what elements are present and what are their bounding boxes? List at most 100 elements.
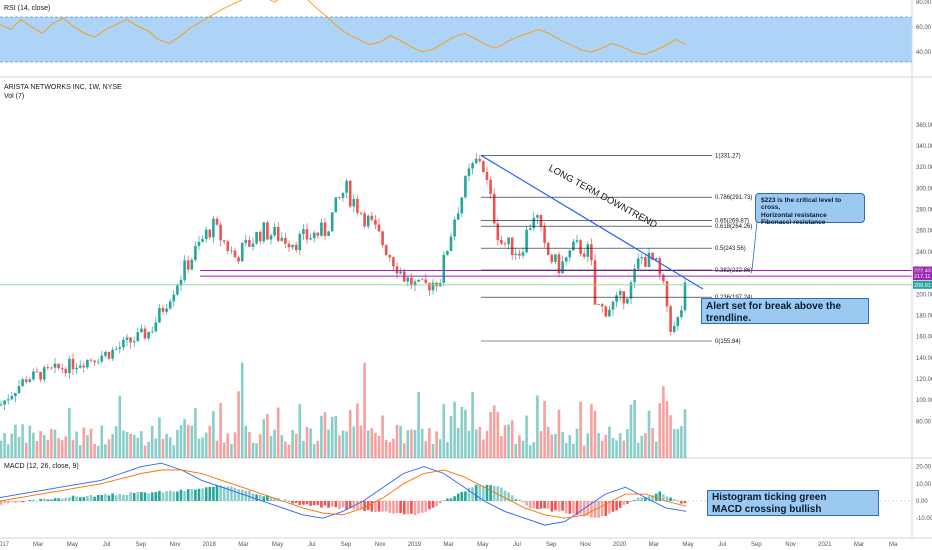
volume-bar [28, 425, 32, 458]
price-tick-label: 120.00 [916, 377, 932, 383]
macd-histogram-bar [161, 492, 165, 501]
candle-body [410, 277, 413, 286]
candle-body [302, 229, 305, 235]
price-tick-label: 100.00 [916, 398, 932, 404]
volume-bar [100, 425, 104, 458]
macd-histogram-bar [564, 501, 568, 514]
candle-body [219, 224, 222, 241]
volume-bar [654, 441, 658, 458]
candle-body [147, 331, 150, 339]
volume-bar [204, 432, 208, 458]
volume-bar [492, 405, 496, 458]
macd-histogram-bar [618, 501, 622, 509]
macd-histogram-bar [518, 499, 521, 501]
volume-bar [496, 412, 500, 458]
time-tick-label: Mar [443, 542, 453, 548]
candle-body [413, 281, 417, 286]
macd-histogram-bar [165, 491, 168, 501]
candle-body [478, 158, 482, 162]
candle-body [323, 222, 327, 236]
candle-body [82, 365, 86, 368]
candle-body [672, 326, 676, 332]
macd-histogram-bar [575, 501, 579, 515]
candle-body [528, 228, 532, 230]
volume-bar [665, 400, 669, 458]
fib-level-label: 0.382(222.86) [715, 268, 752, 274]
volume-bar [251, 442, 255, 458]
candle-body [388, 254, 392, 258]
candle-body [96, 361, 100, 363]
volume-bar [53, 429, 57, 458]
macd-histogram-bar [46, 499, 50, 501]
downtrend-line [480, 154, 704, 290]
volume-bar [543, 400, 546, 458]
macd-histogram-bar [442, 500, 446, 502]
macd-histogram-bar [75, 496, 78, 501]
macd-histogram-bar [388, 501, 392, 513]
volume-bar [57, 438, 60, 458]
volume-bar [114, 426, 118, 458]
candle-body [658, 258, 662, 275]
candle-body [64, 369, 68, 374]
macd-histogram-bar [345, 501, 348, 510]
volume-bar [42, 435, 46, 458]
candle-body [168, 301, 172, 309]
volume-bar [356, 403, 359, 458]
volume-bar [345, 431, 348, 458]
macd-histogram-bar [370, 501, 374, 512]
candle-body [464, 176, 467, 198]
candle-body [172, 294, 176, 302]
macd-histogram-bar [201, 488, 204, 501]
candle-body [150, 331, 154, 333]
macd-histogram-bar [233, 487, 237, 501]
candle-body [582, 253, 586, 257]
volume-bar [233, 432, 237, 458]
volume-bar [258, 434, 262, 458]
candle-body [194, 245, 197, 260]
macd-histogram-bar [287, 501, 291, 502]
macd-histogram-bar [125, 494, 129, 501]
candle-body [554, 254, 557, 262]
macd-histogram-bar [111, 493, 114, 501]
candle-body [633, 268, 636, 283]
volume-bar [39, 431, 42, 458]
volume-bar [388, 442, 392, 458]
price-tick-label: 340.00 [916, 144, 932, 150]
macd-histogram-bar [93, 496, 96, 501]
price-badge [913, 266, 932, 275]
callout-line-2: Horizontal resistance [761, 211, 827, 219]
macd-histogram-bar [132, 492, 136, 501]
macd-histogram-bar [291, 501, 294, 504]
volume-bar [50, 429, 53, 458]
volume-bar [86, 435, 89, 458]
volume-bar [420, 428, 424, 458]
volume-bar [237, 391, 240, 458]
candle-body [590, 244, 593, 261]
volume-bar [226, 433, 230, 458]
candle-body [654, 258, 658, 260]
time-tick-label: Mar [854, 542, 864, 548]
rsi-pane [0, 0, 912, 63]
volume-bar [546, 426, 550, 458]
candle-body [89, 359, 93, 361]
macd-histogram-bar [453, 496, 456, 501]
volume-bar [442, 404, 446, 458]
volume-bar [597, 433, 600, 458]
candle-body [489, 179, 492, 194]
price-pane: 1(331.27) 0.786(291.73) 0.65(269.87)0.618(… [0, 76, 932, 539]
volume-bar [222, 442, 226, 458]
macd-histogram-bar [168, 490, 172, 501]
volume-bar [248, 432, 251, 458]
volume-bar [71, 440, 75, 458]
volume-bar [680, 426, 683, 458]
volume-bar [104, 444, 107, 458]
macd-histogram-bar [327, 501, 330, 508]
macd-histogram-bar [420, 501, 424, 513]
callout-line-1: $223 is the critical level to cross, [761, 197, 842, 212]
volume-bar [374, 432, 377, 458]
volume-bar [428, 428, 431, 458]
candle-body [374, 219, 377, 225]
volume-bar [417, 391, 420, 458]
candle-body [561, 261, 564, 274]
